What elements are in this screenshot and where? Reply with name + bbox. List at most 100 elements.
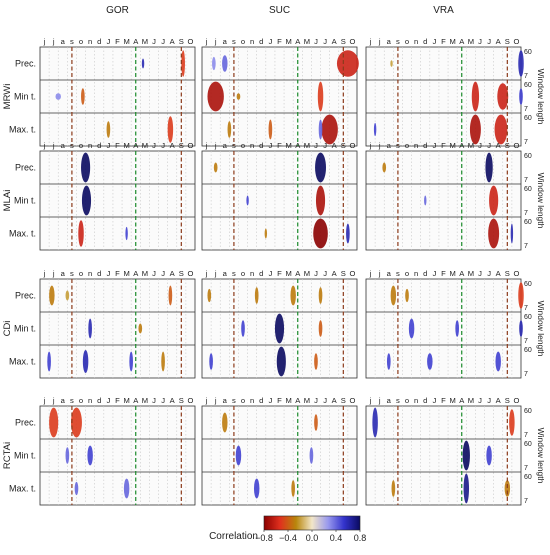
month-tick-label: a	[223, 141, 228, 150]
correlation-blob	[390, 60, 393, 67]
variable-label: Prec.	[15, 291, 36, 301]
window-tick-label: 60	[524, 408, 532, 415]
month-tick-label: o	[241, 141, 245, 150]
month-tick-label: n	[88, 396, 92, 405]
correlation-blob	[463, 473, 470, 504]
month-tick-label: J	[487, 37, 491, 46]
month-tick-label: J	[432, 269, 436, 278]
window-tick-label: 7	[524, 73, 528, 80]
month-tick-label: a	[387, 141, 392, 150]
month-tick-label: s	[396, 141, 400, 150]
month-tick-label: M	[123, 396, 129, 405]
correlation-blob	[519, 88, 523, 105]
month-tick-label: J	[323, 141, 327, 150]
month-tick-label: d	[259, 269, 263, 278]
month-tick-label: n	[414, 141, 418, 150]
month-tick-label: O	[349, 37, 355, 46]
window-length-axis-label: Window length	[536, 301, 546, 357]
month-tick-label: o	[241, 396, 245, 405]
correlation-blob	[486, 445, 492, 466]
correlation-blob	[78, 220, 84, 247]
month-tick-label: J	[323, 396, 327, 405]
index-label: CDi	[2, 321, 13, 337]
correlation-blob	[315, 185, 326, 216]
window-tick-label: 7	[524, 177, 528, 184]
month-tick-label: j	[205, 396, 208, 405]
window-tick-label: 60	[524, 441, 532, 448]
month-tick-label: A	[295, 141, 301, 150]
month-tick-label: A	[496, 37, 502, 46]
month-tick-label: A	[459, 396, 465, 405]
correlation-blob	[209, 353, 213, 370]
month-tick-label: M	[449, 269, 455, 278]
window-tick-label: 60	[524, 82, 532, 89]
month-tick-label: A	[170, 37, 176, 46]
month-tick-label: d	[97, 269, 101, 278]
month-tick-label: J	[478, 141, 482, 150]
month-tick-label: s	[70, 269, 74, 278]
month-tick-label: o	[405, 37, 409, 46]
month-tick-label: j	[43, 269, 46, 278]
correlation-blob	[88, 318, 92, 339]
month-tick-label: j	[214, 269, 217, 278]
panel-frame	[39, 150, 196, 251]
month-tick-label: n	[88, 141, 92, 150]
correlation-blob	[321, 114, 338, 145]
month-tick-label: a	[223, 37, 228, 46]
month-tick-label: J	[161, 37, 165, 46]
variable-label: Min t.	[14, 196, 36, 206]
month-tick-label: d	[259, 141, 263, 150]
correlation-blob	[81, 88, 85, 105]
correlation-blob	[485, 152, 493, 183]
correlation-blob	[129, 351, 133, 372]
correlation-blob	[336, 50, 359, 77]
panel-frame	[39, 405, 196, 506]
variable-label: Prec.	[15, 418, 36, 428]
month-tick-label: j	[369, 37, 372, 46]
correlation-blob	[82, 349, 89, 374]
colorbar-tick-label: 0.4	[330, 533, 343, 543]
month-tick-label: a	[387, 37, 392, 46]
variable-label: Min t.	[14, 324, 36, 334]
correlation-blob	[235, 445, 242, 466]
month-tick-label: O	[187, 396, 193, 405]
correlation-blob	[141, 58, 145, 69]
station-title: SUC	[269, 5, 290, 16]
month-tick-label: J	[487, 396, 491, 405]
month-tick-label: S	[505, 396, 510, 405]
correlation-blob	[87, 445, 93, 466]
correlation-blob	[313, 218, 328, 249]
colorbar-tick-label: 0.0	[306, 533, 319, 543]
month-tick-label: S	[341, 37, 346, 46]
correlation-blob	[497, 83, 509, 110]
month-tick-label: s	[232, 269, 236, 278]
month-tick-label: M	[304, 396, 310, 405]
month-tick-label: O	[349, 396, 355, 405]
correlation-blob	[518, 282, 524, 309]
correlation-blob	[386, 353, 391, 370]
month-tick-label: a	[61, 37, 66, 46]
month-tick-label: M	[123, 141, 129, 150]
index-label: MRWi	[2, 84, 13, 110]
month-tick-label: s	[232, 37, 236, 46]
variable-label: Max. t.	[9, 125, 36, 135]
window-tick-label: 60	[524, 281, 532, 288]
month-tick-label: d	[423, 396, 427, 405]
month-tick-label: S	[505, 141, 510, 150]
month-tick-label: j	[214, 396, 217, 405]
month-tick-label: S	[179, 37, 184, 46]
month-tick-label: j	[205, 141, 208, 150]
correlation-blob	[390, 285, 397, 306]
month-tick-label: j	[52, 269, 55, 278]
month-tick-label: O	[187, 269, 193, 278]
month-tick-label: M	[285, 396, 291, 405]
correlation-blob	[318, 287, 323, 304]
month-tick-label: F	[441, 37, 446, 46]
month-tick-label: n	[250, 141, 254, 150]
month-tick-label: O	[349, 269, 355, 278]
month-tick-label: J	[268, 396, 272, 405]
variable-label: Max. t.	[9, 357, 36, 367]
station-title: GOR	[106, 5, 129, 16]
month-tick-label: J	[487, 269, 491, 278]
month-tick-label: O	[513, 269, 519, 278]
